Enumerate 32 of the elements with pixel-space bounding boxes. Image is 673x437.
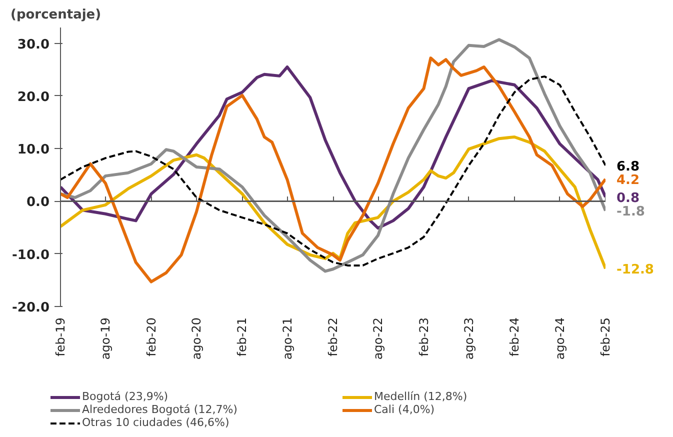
y-tick-label: 0.0 xyxy=(26,195,50,210)
x-tick-label: ago-22 xyxy=(371,317,385,360)
data-label: 4.2 xyxy=(616,173,640,188)
line-series xyxy=(60,65,606,230)
x-tick-label: ago-21 xyxy=(280,317,294,360)
legend-label: Bogotá (23,9%) xyxy=(82,390,170,403)
x-tick-label: feb-22 xyxy=(326,317,340,356)
y-tick-label: 10.0 xyxy=(17,142,50,158)
y-tick-label: 30.0 xyxy=(17,37,50,52)
y-axis-title: (porcentaje) xyxy=(10,8,102,22)
x-tick-label: feb-20 xyxy=(144,317,158,356)
data-label: -12.8 xyxy=(616,262,654,278)
legend-label: Cali (4,0%) xyxy=(374,403,436,416)
data-label: -1.8 xyxy=(616,204,645,220)
y-tick-label: -20.0 xyxy=(12,300,50,316)
y-tick-label: -10.0 xyxy=(12,248,50,263)
legend-label: Medellín (12,8%) xyxy=(374,390,468,403)
x-tick-label: ago-23 xyxy=(462,317,476,360)
x-tick-label: feb-23 xyxy=(416,317,431,356)
data-label: 6.8 xyxy=(616,159,640,174)
y-tick-label: 20.0 xyxy=(17,90,50,105)
x-tick-label: feb-24 xyxy=(508,317,522,356)
x-tick-label: ago-20 xyxy=(190,317,204,360)
x-tick-label: ago-19 xyxy=(98,317,112,360)
x-tick-label: feb-25 xyxy=(598,317,612,356)
x-tick-label: feb-21 xyxy=(235,317,250,356)
x-tick-label: ago-24 xyxy=(552,317,567,360)
legend-label: Otras 10 ciudades (46,6%) xyxy=(82,416,230,429)
legend-label: Alrededores Bogotá (12,7%) xyxy=(82,403,238,416)
x-tick-label: feb-19 xyxy=(54,317,68,356)
line-series xyxy=(60,75,606,266)
data-label: 0.8 xyxy=(616,191,640,206)
